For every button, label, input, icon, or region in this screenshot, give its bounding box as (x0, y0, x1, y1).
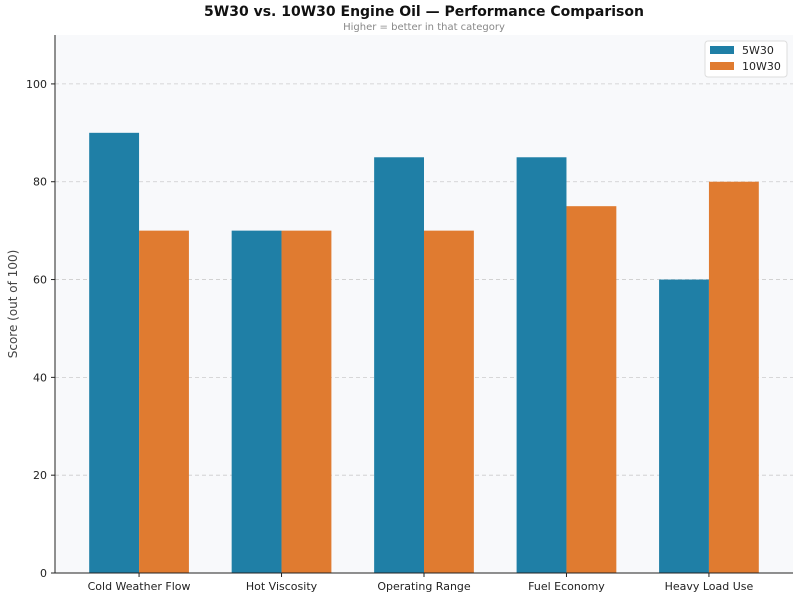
y-tick-label: 100 (26, 78, 47, 91)
bar-10w30-4 (708, 181, 759, 573)
bar-5w30-1 (231, 230, 282, 574)
bar-5w30-4 (659, 279, 709, 573)
bar-10w30-1 (281, 230, 332, 574)
legend-label-10w30: 10W30 (742, 60, 781, 73)
y-tick-label: 20 (33, 469, 47, 482)
y-tick-label: 0 (40, 567, 47, 580)
legend-swatch-5w30 (710, 46, 734, 54)
bar-10w30-2 (424, 230, 474, 574)
legend-swatch-10w30 (710, 62, 734, 70)
x-tick-label: Heavy Load Use (665, 580, 754, 593)
y-tick-label: 80 (33, 176, 47, 189)
bar-5w30-3 (516, 157, 567, 574)
bar-5w30-0 (89, 132, 140, 573)
x-tick-label: Operating Range (377, 580, 471, 593)
x-tick-label: Hot Viscosity (246, 580, 318, 593)
chart-subtitle: Higher = better in that category (343, 22, 505, 33)
x-tick-label: Cold Weather Flow (88, 580, 191, 593)
bar-10w30-0 (139, 230, 189, 574)
bar-5w30-2 (374, 157, 424, 574)
y-tick-label: 40 (33, 371, 47, 384)
x-tick-label: Fuel Economy (528, 580, 605, 593)
y-tick-label: 60 (33, 274, 47, 287)
chart-title: 5W30 vs. 10W30 Engine Oil — Performance … (204, 4, 644, 20)
y-axis-label: Score (out of 100) (6, 250, 20, 359)
legend: 5W30 10W30 (704, 40, 788, 78)
legend-label-5w30: 5W30 (742, 44, 774, 57)
bar-10w30-3 (566, 206, 617, 573)
